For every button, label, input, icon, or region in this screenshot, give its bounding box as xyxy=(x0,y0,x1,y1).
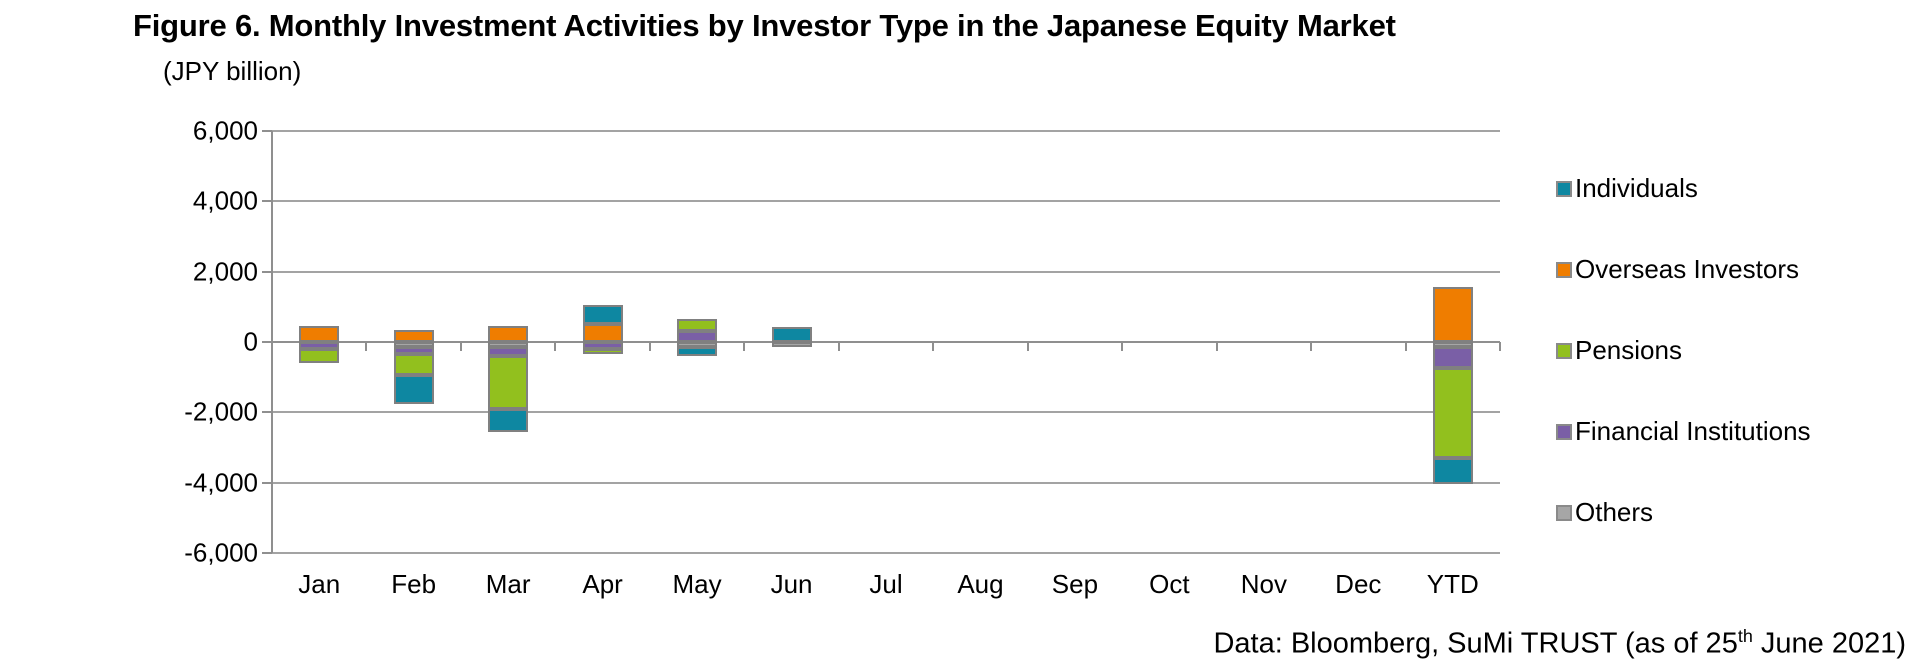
bar-apr-individuals xyxy=(582,305,623,325)
bar-apr-overseas-investors xyxy=(582,324,623,342)
bar-jan-financial-institutions xyxy=(299,342,340,350)
y-axis-tick xyxy=(262,481,272,484)
y-axis-label: -2,000 xyxy=(184,396,258,427)
bar-mar-individuals xyxy=(488,408,529,432)
category-axis-tick xyxy=(1121,342,1124,351)
y-axis-label: 2,000 xyxy=(192,256,258,287)
x-axis-label: Jan xyxy=(298,569,341,599)
category-axis-tick xyxy=(743,342,746,351)
bar-mar-pensions xyxy=(488,356,529,409)
gridline xyxy=(272,130,1500,132)
bar-mar-others xyxy=(488,342,529,348)
y-axis-tick xyxy=(262,200,272,203)
x-axis-label: Oct xyxy=(1149,569,1190,599)
y-axis-label: -6,000 xyxy=(184,537,258,568)
overseas-investors-swatch xyxy=(1556,261,1572,278)
legend-label: Pensions xyxy=(1575,335,1682,365)
category-axis-tick xyxy=(648,342,651,351)
bar-may-individuals xyxy=(677,347,718,357)
chart-title: Figure 6. Monthly Investment Activities … xyxy=(133,8,1396,43)
others-swatch xyxy=(1556,504,1572,521)
category-axis-tick xyxy=(554,342,557,351)
legend-label: Individuals xyxy=(1575,173,1698,203)
bar-feb-others xyxy=(393,342,434,348)
legend-item: Individuals xyxy=(1556,148,1811,229)
gridline xyxy=(272,481,1500,484)
category-axis-tick xyxy=(1215,342,1218,351)
legend-item: Pensions xyxy=(1556,310,1811,391)
bar-mar-overseas-investors xyxy=(488,326,529,342)
x-axis-label: Feb xyxy=(391,569,437,599)
gridline xyxy=(272,552,1500,554)
bar-ytd-overseas-investors xyxy=(1432,287,1473,342)
x-axis-label: Sep xyxy=(1051,569,1099,599)
category-axis-tick xyxy=(365,342,368,351)
bar-feb-overseas-investors xyxy=(393,329,434,342)
x-axis-label: Mar xyxy=(485,569,531,599)
legend-item: Others xyxy=(1556,472,1811,553)
data-source-note: Data: Bloomberg, SuMi TRUST (as of 25th … xyxy=(1213,626,1906,661)
bar-feb-financial-institutions xyxy=(393,347,434,355)
y-axis-tick xyxy=(262,411,272,414)
bar-ytd-individuals xyxy=(1432,458,1473,485)
x-axis-label: Apr xyxy=(582,569,623,599)
category-axis-tick xyxy=(837,342,840,351)
gridline xyxy=(272,411,1500,414)
legend-label: Overseas Investors xyxy=(1575,254,1799,284)
footer-suffix: June 2021) xyxy=(1752,627,1906,660)
bar-may-pensions xyxy=(677,319,718,332)
legend-label: Others xyxy=(1575,497,1654,527)
y-axis-tick xyxy=(262,130,272,132)
individuals-swatch xyxy=(1556,180,1572,197)
x-axis-label: YTD xyxy=(1426,569,1479,599)
bar-apr-pensions xyxy=(582,349,623,355)
chart-legend: Individuals Overseas Investors Pensions Fin… xyxy=(1556,148,1811,553)
y-axis-label: 0 xyxy=(243,326,258,357)
category-axis-tick xyxy=(1499,342,1501,351)
bar-jan-pensions xyxy=(299,349,340,364)
bar-ytd-others xyxy=(1432,342,1473,348)
gridline xyxy=(272,200,1500,203)
x-axis-label: Aug xyxy=(957,569,1004,599)
bar-may-others xyxy=(677,342,718,348)
category-axis-tick xyxy=(1404,342,1407,351)
bar-feb-pensions xyxy=(393,354,434,376)
bar-feb-individuals xyxy=(393,375,434,404)
y-axis-tick xyxy=(262,341,272,343)
x-axis-label: Jun xyxy=(770,569,813,599)
bar-ytd-financial-institutions xyxy=(1432,347,1473,369)
legend-item: Financial Institutions xyxy=(1556,391,1811,472)
category-axis-tick xyxy=(1026,342,1029,351)
financial-institutions-swatch xyxy=(1556,423,1572,440)
pensions-swatch xyxy=(1556,342,1572,359)
y-axis-tick xyxy=(262,270,272,273)
legend-item: Overseas Investors xyxy=(1556,229,1811,310)
y-axis-label: -4,000 xyxy=(184,467,258,498)
category-axis-tick xyxy=(932,342,935,351)
y-axis-tick xyxy=(262,552,272,554)
y-axis-line xyxy=(271,131,273,553)
bar-jun-individuals xyxy=(771,327,812,342)
y-axis-label: 6,000 xyxy=(192,115,258,146)
axis-unit-label: (JPY billion) xyxy=(163,56,302,86)
footer-prefix: Data: Bloomberg, SuMi TRUST (as of 25 xyxy=(1213,627,1738,660)
x-axis-label: Nov xyxy=(1240,569,1287,599)
y-axis-label: 4,000 xyxy=(192,185,258,216)
bar-may-financial-institutions xyxy=(677,331,718,342)
bar-jun-others xyxy=(771,342,812,348)
x-axis-label: Dec xyxy=(1335,569,1382,599)
bar-mar-financial-institutions xyxy=(488,347,529,357)
bar-ytd-pensions xyxy=(1432,368,1473,459)
bar-jan-overseas-investors xyxy=(299,326,340,342)
legend-label: Financial Institutions xyxy=(1575,416,1811,446)
x-axis-label: May xyxy=(672,569,722,599)
category-axis-tick xyxy=(459,342,462,351)
bar-apr-financial-institutions xyxy=(582,342,623,350)
gridline xyxy=(272,270,1500,273)
category-axis-tick xyxy=(1310,342,1313,351)
x-axis-label: Jul xyxy=(869,569,903,599)
zero-gridline xyxy=(272,341,1500,343)
footer-superscript: th xyxy=(1737,626,1753,646)
